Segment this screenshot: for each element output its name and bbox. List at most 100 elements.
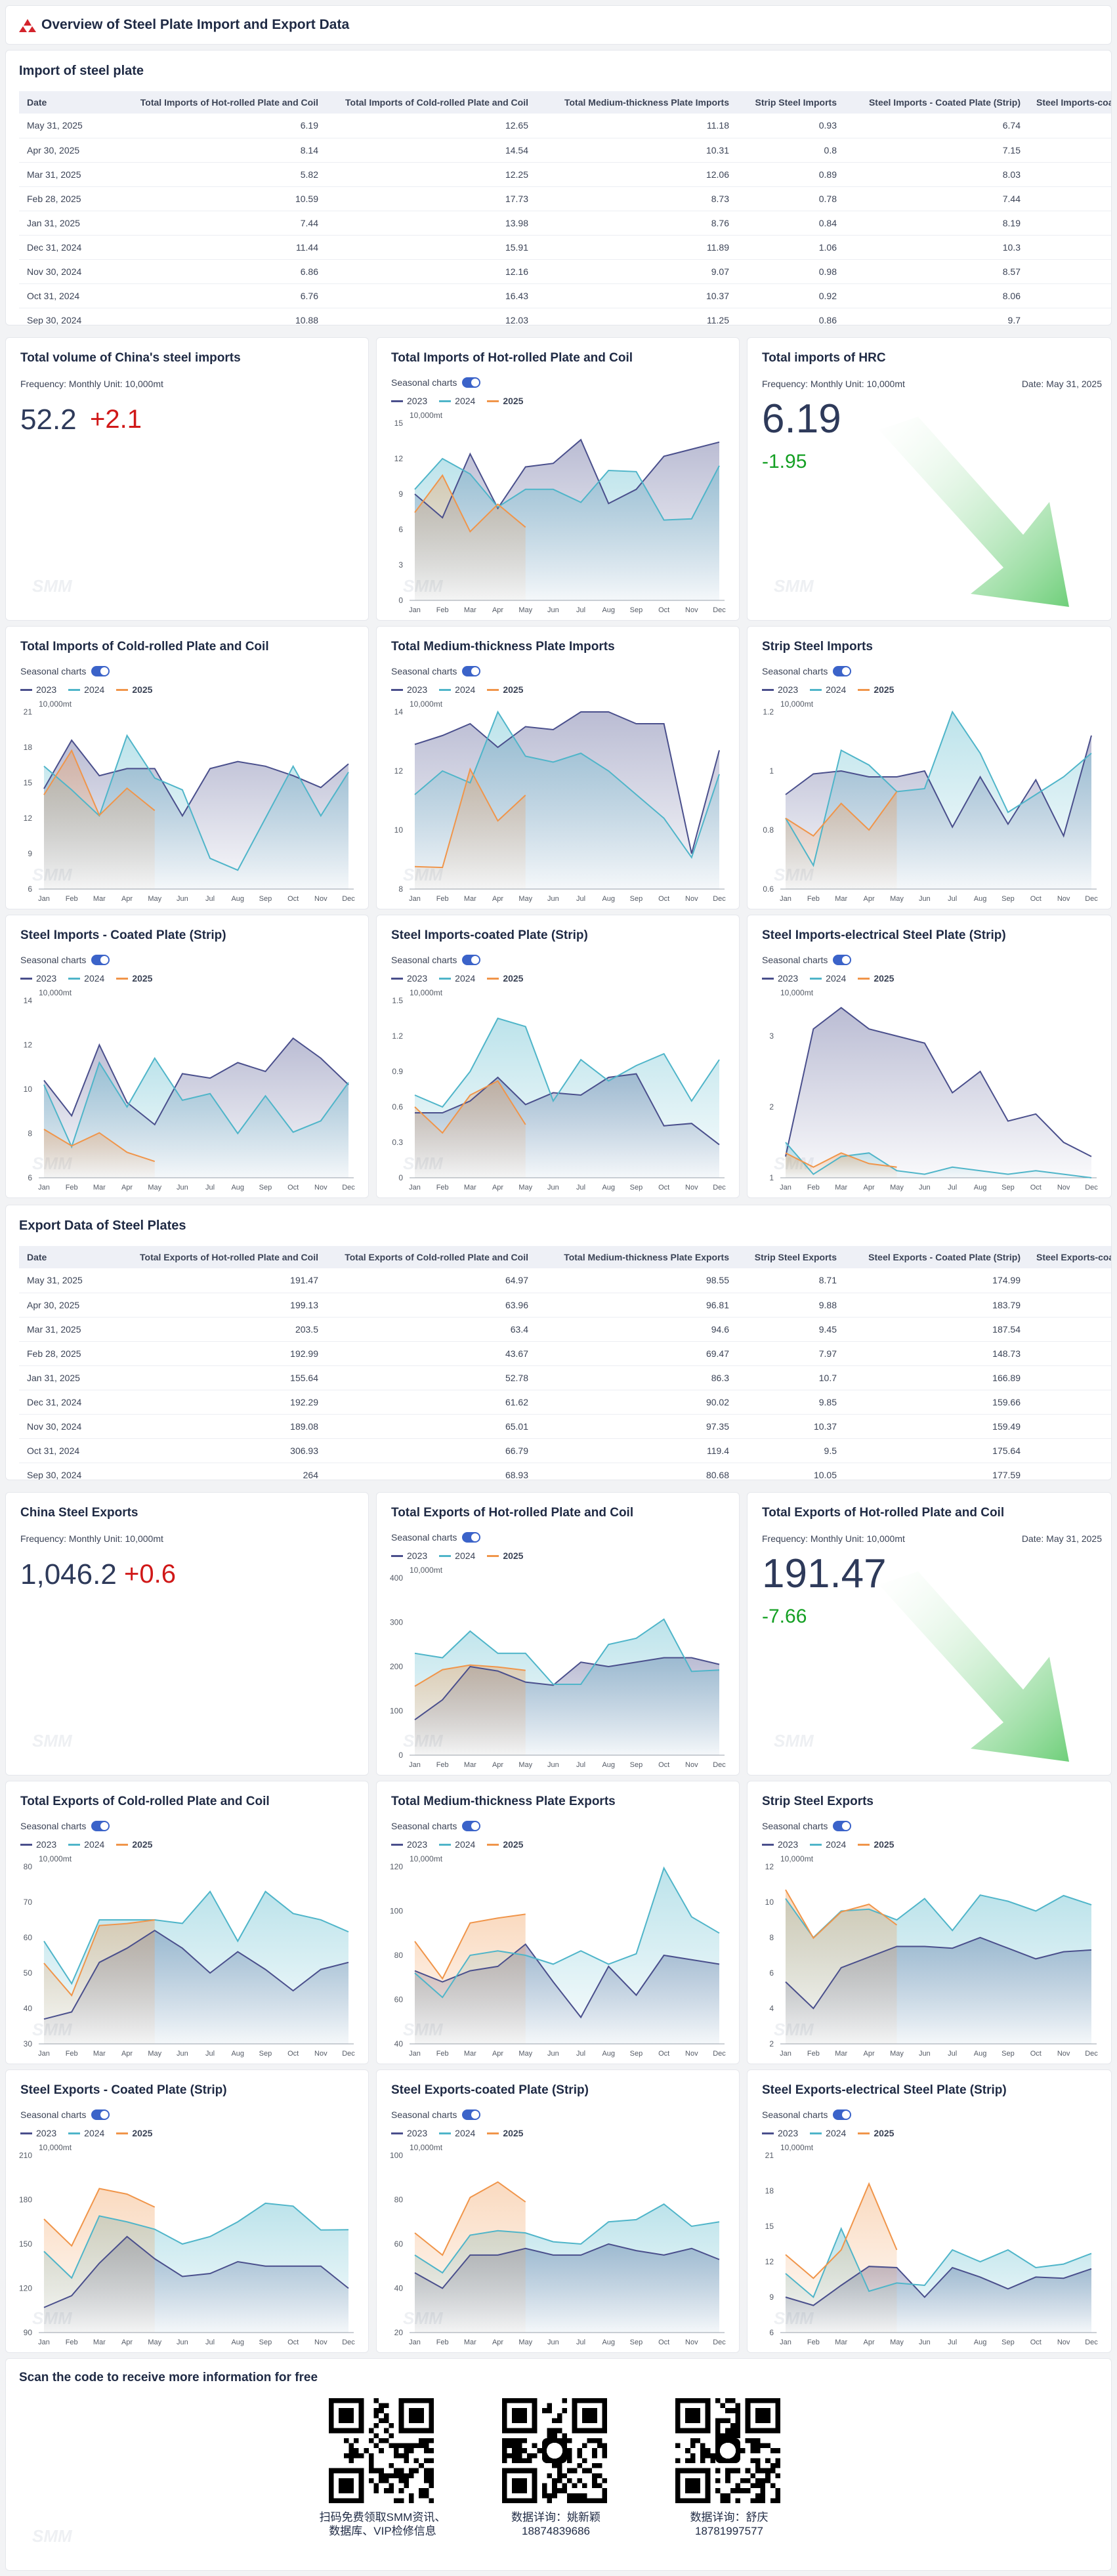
- series-line-2023[interactable]: [414, 1657, 720, 1720]
- series-line-2023[interactable]: [785, 1936, 1092, 2010]
- series-line-2024[interactable]: [414, 457, 720, 521]
- series-line-2025[interactable]: [43, 1129, 156, 1162]
- series-line-2025[interactable]: [414, 2181, 526, 2256]
- series-line-2025[interactable]: [43, 1919, 155, 1997]
- seasonal-toggle[interactable]: [462, 666, 481, 676]
- series-line-2023[interactable]: [414, 1943, 720, 2019]
- legend-item[interactable]: 2025: [858, 684, 894, 695]
- seasonal-toggle[interactable]: [91, 2109, 110, 2120]
- legend-item[interactable]: 2025: [858, 2128, 894, 2138]
- seasonal-toggle[interactable]: [462, 1532, 481, 1543]
- legend-item[interactable]: 2025: [487, 973, 523, 984]
- series-line-2024[interactable]: [785, 2227, 1092, 2298]
- legend-item[interactable]: 2023: [391, 396, 427, 406]
- legend-item[interactable]: 2025: [487, 2128, 523, 2138]
- series-line-2023[interactable]: [415, 1073, 720, 1146]
- legend-item[interactable]: 2023: [391, 1550, 427, 1561]
- series-line-2025[interactable]: [414, 1664, 526, 1687]
- series-line-2023[interactable]: [43, 1037, 349, 1126]
- legend-item[interactable]: 2025: [858, 1839, 894, 1850]
- legend-item[interactable]: 2025: [858, 973, 894, 984]
- series-line-2023[interactable]: [43, 1930, 349, 2020]
- series-line-2025[interactable]: [43, 749, 156, 817]
- legend-item[interactable]: 2023: [20, 973, 56, 984]
- legend-item[interactable]: 2025: [116, 1839, 152, 1850]
- series-line-2024[interactable]: [414, 1017, 720, 1108]
- legend-item[interactable]: 2025: [487, 396, 523, 406]
- series-line-2024[interactable]: [414, 1866, 720, 1999]
- series-line-2024[interactable]: [414, 1618, 720, 1685]
- legend-item[interactable]: 2024: [68, 2128, 104, 2138]
- legend-item[interactable]: 2023: [20, 684, 56, 695]
- seasonal-toggle[interactable]: [462, 1821, 481, 1831]
- legend-item[interactable]: 2025: [487, 1550, 523, 1561]
- table-header-row: Date Total Exports of Hot-rolled Plate an…: [19, 1246, 1111, 1268]
- series-line-2024[interactable]: [43, 2202, 349, 2279]
- seasonal-toggle[interactable]: [462, 955, 481, 965]
- legend-item[interactable]: 2024: [439, 1839, 475, 1850]
- seasonal-toggle[interactable]: [91, 1821, 110, 1831]
- series-line-2025[interactable]: [785, 1152, 897, 1168]
- legend-item[interactable]: 2023: [20, 1839, 56, 1850]
- seasonal-toggle[interactable]: [833, 1821, 852, 1831]
- legend-item[interactable]: 2023: [391, 973, 427, 984]
- legend-item[interactable]: 2023: [762, 684, 798, 695]
- series-line-2023[interactable]: [414, 438, 720, 519]
- series-line-2024[interactable]: [785, 1142, 1092, 1178]
- legend-item[interactable]: 2024: [439, 1550, 475, 1561]
- legend-item[interactable]: 2024: [810, 684, 846, 695]
- seasonal-toggle[interactable]: [833, 955, 852, 965]
- qr-code-icon[interactable]: [322, 2398, 440, 2503]
- legend-item[interactable]: 2024: [68, 684, 104, 695]
- series-line-2025[interactable]: [414, 1913, 526, 1980]
- series-line-2023[interactable]: [414, 711, 720, 854]
- legend-item[interactable]: 2025: [116, 684, 152, 695]
- series-line-2025[interactable]: [43, 2188, 156, 2247]
- legend-item[interactable]: 2024: [810, 1839, 846, 1850]
- legend-item[interactable]: 2024: [68, 1839, 104, 1850]
- seasonal-toggle[interactable]: [91, 666, 110, 676]
- legend-item[interactable]: 2025: [116, 2128, 152, 2138]
- seasonal-toggle[interactable]: [833, 2109, 852, 2120]
- series-line-2024[interactable]: [43, 1056, 349, 1149]
- seasonal-toggle[interactable]: [91, 955, 110, 965]
- series-line-2024[interactable]: [414, 2203, 720, 2274]
- series-line-2025[interactable]: [414, 767, 526, 869]
- legend-item[interactable]: 2024: [439, 2128, 475, 2138]
- series-line-2024[interactable]: [785, 710, 1092, 867]
- legend-item[interactable]: 2023: [391, 2128, 427, 2138]
- legend-item[interactable]: 2025: [487, 684, 523, 695]
- legend-item[interactable]: 2024: [810, 2128, 846, 2138]
- legend-item[interactable]: 2025: [487, 1839, 523, 1850]
- series-line-2023[interactable]: [414, 2243, 720, 2289]
- legend-item[interactable]: 2023: [762, 2128, 798, 2138]
- qr-code-icon[interactable]: [669, 2398, 787, 2503]
- series-line-2024[interactable]: [414, 710, 720, 860]
- seasonal-toggle[interactable]: [833, 666, 852, 676]
- series-line-2023[interactable]: [785, 1007, 1092, 1157]
- seasonal-toggle[interactable]: [462, 2109, 481, 2120]
- seasonal-toggle[interactable]: [462, 377, 481, 388]
- series-line-2023[interactable]: [785, 2266, 1092, 2306]
- legend-item[interactable]: 2024: [439, 684, 475, 695]
- series-line-2025[interactable]: [785, 1889, 898, 1940]
- series-line-2025[interactable]: [414, 474, 526, 533]
- legend-item[interactable]: 2024: [68, 973, 104, 984]
- series-line-2025[interactable]: [785, 2182, 898, 2279]
- legend-item[interactable]: 2024: [810, 973, 846, 984]
- legend-item[interactable]: 2024: [439, 973, 475, 984]
- series-line-2025[interactable]: [414, 1080, 526, 1134]
- legend-item[interactable]: 2024: [439, 396, 475, 406]
- series-line-2023[interactable]: [43, 2235, 349, 2308]
- qr-code-icon[interactable]: [495, 2398, 614, 2503]
- legend-item[interactable]: 2023: [20, 2128, 56, 2138]
- legend-item[interactable]: 2025: [116, 973, 152, 984]
- series-line-2024[interactable]: [43, 734, 349, 871]
- series-line-2023[interactable]: [43, 739, 349, 818]
- series-line-2025[interactable]: [785, 791, 898, 837]
- legend-item[interactable]: 2023: [391, 684, 427, 695]
- legend-item[interactable]: 2023: [391, 1839, 427, 1850]
- legend-item[interactable]: 2023: [762, 973, 798, 984]
- legend-item[interactable]: 2023: [762, 1839, 798, 1850]
- series-line-2024[interactable]: [43, 1890, 349, 1985]
